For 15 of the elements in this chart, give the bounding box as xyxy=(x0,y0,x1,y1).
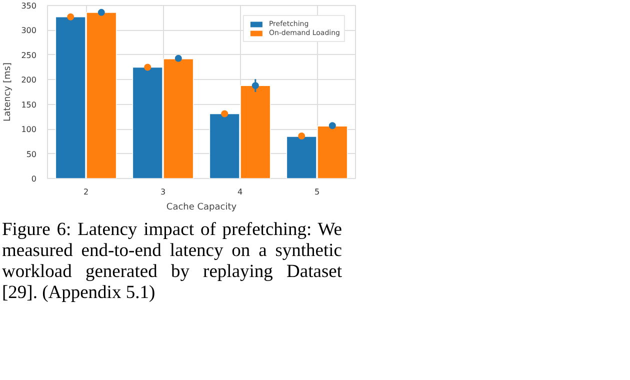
y-tick-label: 350 xyxy=(21,2,37,10)
y-axis-title: Latency [ms] xyxy=(3,62,14,122)
x-tick-label: 5 xyxy=(314,188,320,196)
y-tick-label: 100 xyxy=(21,125,37,134)
y-tick-label: 250 xyxy=(21,50,37,60)
x-tick-label: 2 xyxy=(83,188,89,196)
y-tick-label: 0 xyxy=(31,174,37,184)
x-axis-title: Cache Capacity xyxy=(166,202,238,212)
x-tick-label: 4 xyxy=(237,188,243,196)
x-tick-label: 3 xyxy=(160,188,166,196)
y-tick-label: 200 xyxy=(21,76,37,85)
y-tick-label: 150 xyxy=(21,100,37,110)
y-tick-label: 300 xyxy=(21,26,37,36)
y-tick-label: 50 xyxy=(26,150,37,159)
caption: Figure 6: Latency impact of prefetching: We measured end-to-end latency on a synthetic workload generated by replaying Dataset [29]. (Appendix 5.1) xyxy=(2,220,342,304)
